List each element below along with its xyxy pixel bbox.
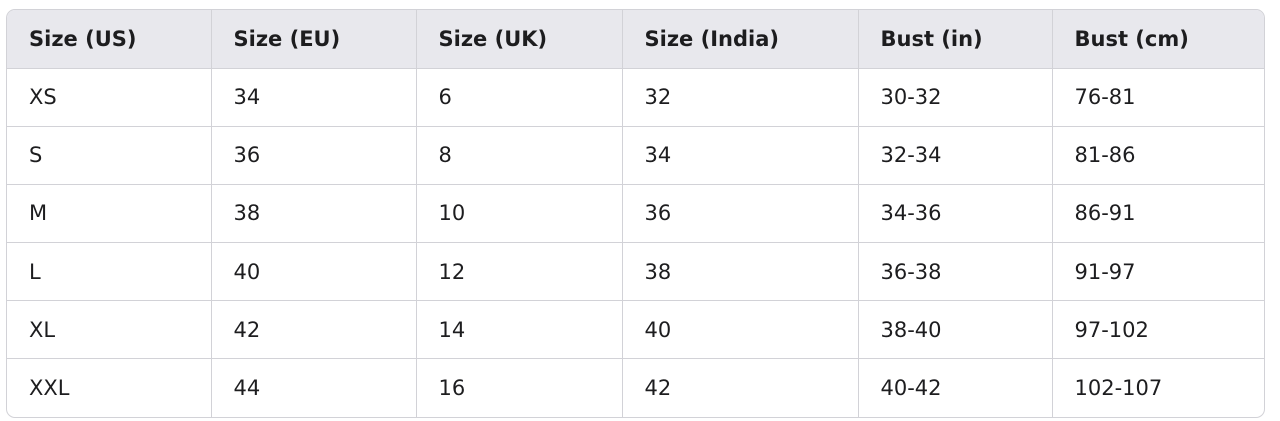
cell-bust-cm: 86-91 xyxy=(1052,184,1264,243)
cell-bust-in: 38-40 xyxy=(858,300,1053,360)
cell-size-uk: 16 xyxy=(416,358,623,417)
cell-size-india: 38 xyxy=(622,242,859,302)
size-chart-table: Size (US) Size (EU) Size (UK) Size (Indi… xyxy=(7,10,1264,417)
cell-size-uk: 12 xyxy=(416,242,623,302)
cell-size-uk: 6 xyxy=(416,68,623,127)
cell-size-us: L xyxy=(7,242,212,302)
cell-size-india: 34 xyxy=(622,126,859,185)
cell-bust-in: 34-36 xyxy=(858,184,1053,243)
table-row: XL 42 14 40 38-40 97-102 xyxy=(7,300,1264,360)
cell-size-eu: 40 xyxy=(211,242,417,302)
cell-size-us: XS xyxy=(7,68,212,127)
table-row: XXL 44 16 42 40-42 102-107 xyxy=(7,358,1264,417)
cell-size-us: XL xyxy=(7,300,212,360)
cell-bust-in: 36-38 xyxy=(858,242,1053,302)
size-chart-container: Size (US) Size (EU) Size (UK) Size (Indi… xyxy=(6,9,1265,418)
cell-size-eu: 38 xyxy=(211,184,417,243)
cell-size-eu: 34 xyxy=(211,68,417,127)
table-row: XS 34 6 32 30-32 76-81 xyxy=(7,68,1264,127)
cell-size-india: 42 xyxy=(622,358,859,417)
cell-bust-cm: 81-86 xyxy=(1052,126,1264,185)
cell-size-india: 32 xyxy=(622,68,859,127)
cell-size-uk: 8 xyxy=(416,126,623,185)
header-size-uk: Size (UK) xyxy=(416,10,623,69)
cell-bust-in: 40-42 xyxy=(858,358,1053,417)
cell-size-uk: 14 xyxy=(416,300,623,360)
header-bust-cm: Bust (cm) xyxy=(1052,10,1264,69)
header-size-india: Size (India) xyxy=(622,10,859,69)
table-row: S 36 8 34 32-34 81-86 xyxy=(7,126,1264,185)
cell-bust-cm: 102-107 xyxy=(1074,376,1163,401)
header-row: Size (US) Size (EU) Size (UK) Size (Indi… xyxy=(7,10,1264,69)
table-row: M 38 10 36 34-36 86-91 xyxy=(7,184,1264,243)
cell-size-us: M xyxy=(7,184,212,243)
header-size-eu: Size (EU) xyxy=(211,10,417,69)
cell-size-eu: 36 xyxy=(211,126,417,185)
header-size-us: Size (US) xyxy=(7,10,212,69)
cell-size-us: S xyxy=(7,126,212,185)
cell-bust-cm: 91-97 xyxy=(1052,242,1264,302)
cell-size-eu: 42 xyxy=(211,300,417,360)
cell-bust-cm: 76-81 xyxy=(1052,68,1264,127)
cell-size-uk: 10 xyxy=(416,184,623,243)
cell-size-us: XXL xyxy=(7,358,212,417)
cell-bust-cm: 97-102 xyxy=(1052,300,1264,360)
table-row: L 40 12 38 36-38 91-97 xyxy=(7,242,1264,302)
cell-bust-in: 32-34 xyxy=(858,126,1053,185)
cell-size-india: 36 xyxy=(622,184,859,243)
cell-size-eu: 44 xyxy=(211,358,417,417)
header-bust-in: Bust (in) xyxy=(858,10,1053,69)
cell-bust-in: 30-32 xyxy=(858,68,1053,127)
cell-size-india: 40 xyxy=(622,300,859,360)
